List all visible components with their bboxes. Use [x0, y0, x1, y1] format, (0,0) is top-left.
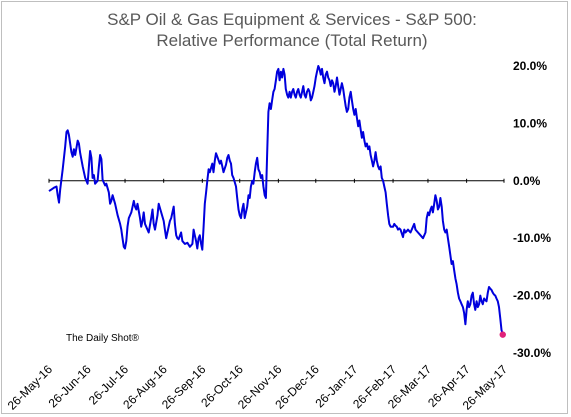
end-point-marker: [499, 331, 506, 338]
y-tick-label: 0.0%: [513, 174, 541, 188]
y-tick-label: 20.0%: [513, 59, 547, 73]
series-line: [48, 65, 504, 335]
y-axis-ticks: 20.0% 10.0% 0.0% -10.0% -20.0% -30.0%: [513, 59, 551, 360]
chart-title-line1: S&P Oil & Gas Equipment & Services - S&P…: [107, 10, 477, 29]
end-marker-group: [499, 331, 506, 338]
x-axis-ticks: 26-May-1626-Jun-1626-Jul-1626-Aug-1626-S…: [5, 178, 510, 413]
series-group: [48, 65, 504, 335]
x-tick-label: 26-Jun-16: [46, 362, 94, 410]
x-tick-label: 26-May-16: [5, 362, 56, 413]
y-tick-label: -30.0%: [513, 346, 551, 360]
y-tick-label: -10.0%: [513, 231, 551, 245]
chart-title-line2: Relative Performance (Total Return): [156, 31, 427, 50]
y-tick-label: 10.0%: [513, 116, 547, 130]
y-tick-label: -20.0%: [513, 289, 551, 303]
source-credit: The Daily Shot®: [66, 333, 140, 344]
